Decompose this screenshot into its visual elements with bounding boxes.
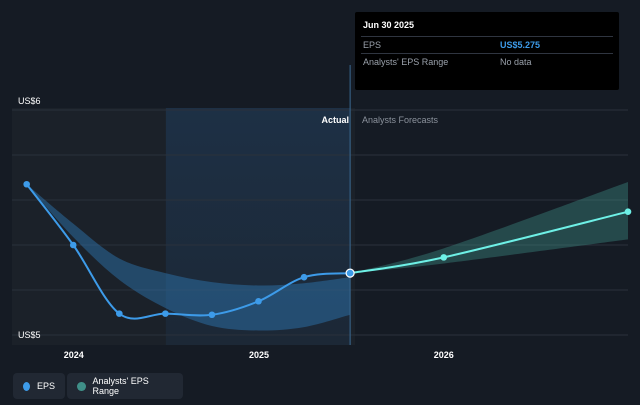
gridlines — [12, 109, 628, 336]
eps-forecast-line — [349, 210, 629, 275]
x-tick-label: 2026 — [434, 350, 454, 360]
eps-data-point[interactable] — [208, 311, 216, 319]
eps-data-point[interactable] — [255, 297, 262, 305]
eps-data-point[interactable] — [23, 180, 30, 188]
eps-data-point[interactable] — [624, 208, 632, 215]
tooltip-range-value: No data — [500, 57, 532, 67]
eps-points — [23, 180, 632, 319]
eps-range-band — [26, 184, 351, 331]
eps-range-bands — [26, 182, 628, 331]
eps-selected-point[interactable] — [345, 268, 355, 278]
highlight-region — [165, 108, 351, 345]
legend-eps-dot-icon — [23, 381, 30, 391]
legend-eps-label: EPS — [36, 381, 55, 391]
eps-data-point[interactable] — [69, 241, 77, 249]
y-label-bottom: US$5 — [18, 330, 41, 340]
eps-data-point[interactable] — [440, 254, 448, 261]
legend-range-dot-icon — [77, 381, 86, 391]
x-axis: 2024 2025 2026 — [64, 350, 454, 360]
legend-range-label: Analysts' EPS Range — [92, 376, 149, 396]
actual-label: Actual — [321, 115, 349, 125]
eps-data-point[interactable] — [300, 273, 308, 281]
eps-data-point[interactable] — [116, 310, 123, 317]
tooltip-row-eps: EPS US$5.275 — [361, 36, 613, 53]
legend-range-button[interactable]: Analysts' EPS Range — [67, 373, 183, 399]
legend-eps-button[interactable]: EPS — [13, 373, 65, 399]
tooltip: Jun 30 2025 EPS US$5.275 Analysts' EPS R… — [355, 12, 619, 90]
x-tick-label: 2025 — [249, 350, 269, 360]
x-tick-label: 2024 — [64, 350, 84, 360]
eps-data-point[interactable] — [162, 310, 169, 317]
tooltip-range-label: Analysts' EPS Range — [363, 57, 449, 67]
tooltip-row-range: Analysts' EPS Range No data — [361, 53, 613, 70]
forecast-label: Analysts Forecasts — [362, 115, 439, 125]
tooltip-eps-label: EPS — [363, 40, 382, 50]
y-label-top: US$6 — [18, 96, 41, 106]
tooltip-date: Jun 30 2025 — [363, 20, 415, 30]
tooltip-eps-value: US$5.275 — [500, 40, 541, 50]
eps-range-band — [350, 182, 628, 274]
